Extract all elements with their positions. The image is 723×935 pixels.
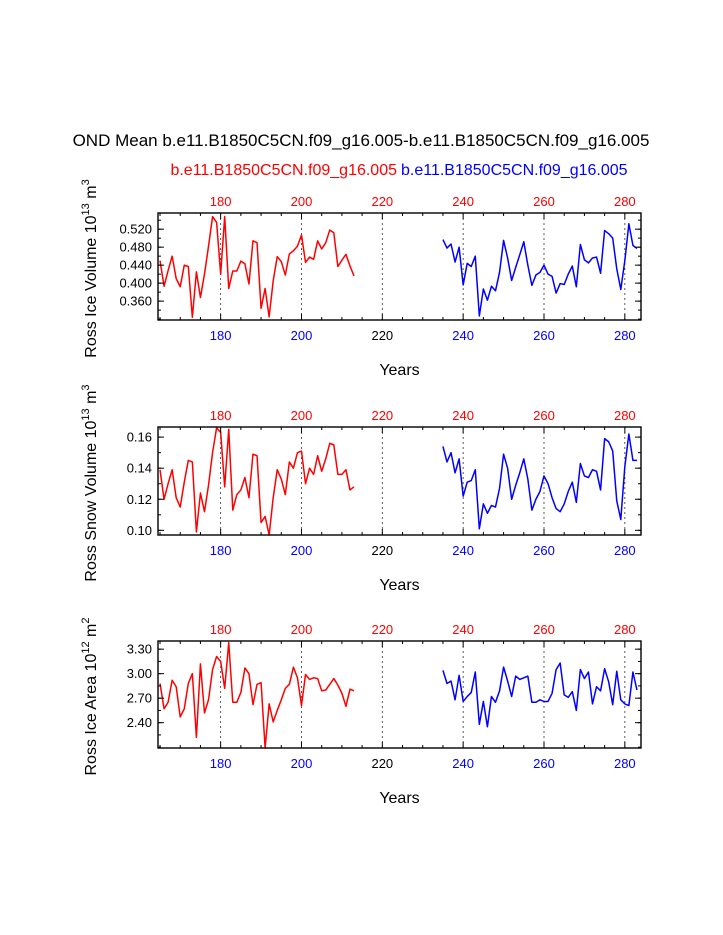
panels: 180 200 220 240 260 280 180 200 220 240 260 280 0.36… [80,179,642,807]
bottom-tick-label: 260 [533,328,555,343]
bottom-tick-label: 200 [291,543,313,558]
bottom-tick-label: 280 [614,756,636,771]
y-tick-label: 0.10 [127,523,152,538]
bottom-tick-label: 280 [614,543,636,558]
plot-frame [157,640,642,749]
y-tick-label: 0.14 [127,461,152,476]
top-tick-label: 240 [452,622,474,637]
bottom-tick-label: 180 [210,543,232,558]
panel-2: 180 200 220 240 260 280 180 200 220 240 260 280 0.10… [80,384,642,594]
series-line-2 [442,223,638,317]
bottom-tick-label: 220 [371,756,393,771]
top-tick-label: 200 [291,408,313,423]
bottom-tick-label: 200 [291,328,313,343]
top-tick-label: 280 [614,622,636,637]
bottom-tick-label: 280 [614,328,636,343]
y-tick-label: 0.400 [119,276,152,291]
series-line-1 [159,215,355,319]
y-axis-label: Ross Ice Volume 1013 m3 [80,179,100,357]
bottom-tick-label: 220 [371,543,393,558]
top-tick-label: 200 [291,622,313,637]
y-axis-label: Ross Snow Volume 1013 m3 [80,384,100,581]
y-tick-label: 0.16 [127,430,152,445]
top-tick-label: 240 [452,408,474,423]
x-axis-label: Years [379,790,419,807]
plot-frame [157,426,642,536]
bottom-tick-label: 220 [371,328,393,343]
top-tick-label: 180 [210,194,232,209]
bottom-tick-label: 240 [452,543,474,558]
top-tick-label: 260 [533,194,555,209]
bottom-tick-label: 260 [533,756,555,771]
top-tick-label: 220 [371,194,393,209]
y-tick-label: 2.70 [127,691,152,706]
x-axis-label: Years [379,362,419,379]
legend-case1-label: b.e11.B1850C5CN.f09_g16.005 [170,162,397,179]
bottom-tick-label: 240 [452,328,474,343]
top-tick-label: 220 [371,622,393,637]
y-tick-label: 0.480 [119,240,152,255]
top-tick-label: 180 [210,622,232,637]
plot-frame [157,212,642,321]
top-tick-label: 260 [533,408,555,423]
top-tick-label: 220 [371,408,393,423]
bottom-tick-label: 260 [533,543,555,558]
bottom-tick-label: 180 [210,756,232,771]
top-tick-label: 180 [210,408,232,423]
y-tick-label: 3.30 [127,642,152,657]
series-line-1 [159,427,355,536]
top-tick-label: 260 [533,622,555,637]
panel-3: 180 200 220 240 260 280 180 200 220 240 260 280 2.40… [80,618,642,807]
series-line-2 [442,433,637,530]
y-tick-label: 3.00 [127,666,152,681]
x-axis-label: Years [379,577,419,594]
panel-1: 180 200 220 240 260 280 180 200 220 240 260 280 0.36… [80,179,642,379]
top-tick-label: 280 [614,408,636,423]
series-line-1 [159,641,355,749]
y-tick-label: 0.12 [127,492,152,507]
y-axis-label: Ross Ice Area 1012 m2 [80,618,100,776]
top-tick-label: 280 [614,194,636,209]
y-tick-label: 0.360 [119,294,152,309]
bottom-tick-label: 180 [210,328,232,343]
series-line-2 [442,662,638,728]
y-tick-label: 2.40 [127,715,152,730]
chart-title: OND Mean b.e11.B1850C5CN.f09_g16.005-b.e… [73,131,650,150]
y-tick-label: 0.440 [119,258,152,273]
top-tick-label: 200 [291,194,313,209]
top-tick-label: 240 [452,194,474,209]
y-tick-label: 0.520 [119,222,152,237]
legend-case2-label: b.e11.B1850C5CN.f09_g16.005 [401,162,628,179]
bottom-tick-label: 240 [452,756,474,771]
bottom-tick-label: 200 [291,756,313,771]
